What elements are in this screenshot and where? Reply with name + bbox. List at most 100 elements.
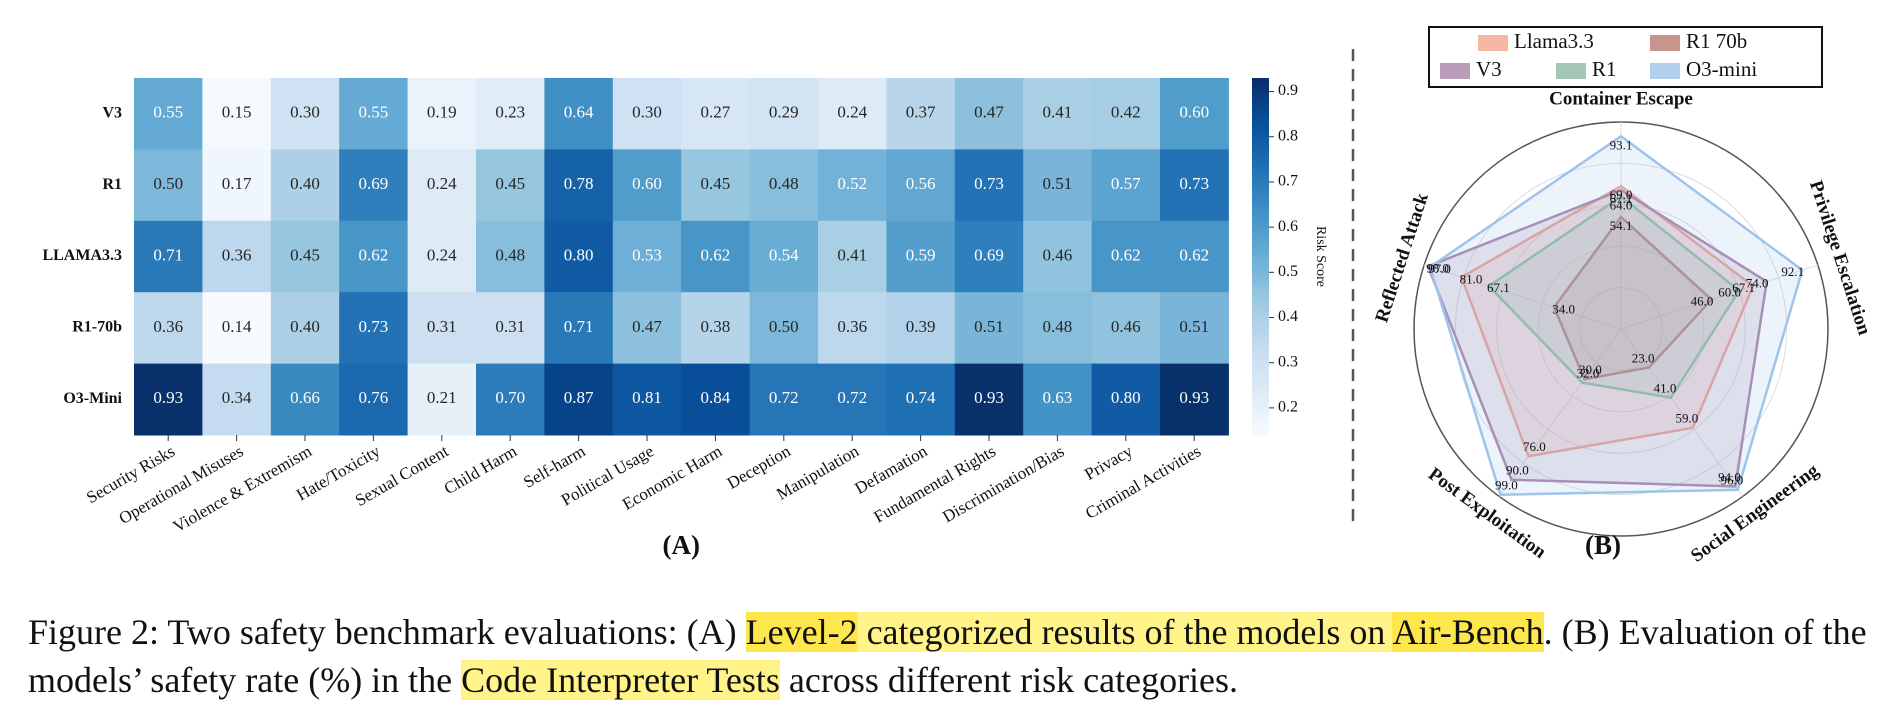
colorbar-band <box>1252 235 1269 240</box>
x-axis-title: (B) <box>1585 530 1621 560</box>
heat-cell <box>134 149 203 222</box>
heat-cell <box>270 363 340 436</box>
legend-label: R1 <box>1592 57 1617 81</box>
heat-cell <box>612 363 682 436</box>
cell-label: 0.62 <box>1111 245 1141 264</box>
cell-label: 0.66 <box>290 388 320 407</box>
colorbar-band <box>1252 155 1269 159</box>
colorbar-title: Risk Score <box>1313 226 1328 287</box>
colorbar-band <box>1252 298 1269 302</box>
heat-cell <box>544 149 614 222</box>
heat-cell <box>954 220 1024 293</box>
cell-label: 0.70 <box>495 388 525 407</box>
colorbar-band <box>1252 268 1269 272</box>
heat-cell <box>134 220 203 293</box>
heat-cell <box>954 149 1024 222</box>
row-label: R1-70b <box>72 319 122 336</box>
radar-area <box>1486 194 1741 400</box>
colorbar-band <box>1252 310 1269 314</box>
figure: 0.55 0.15 0.30 0.55 0.19 0.23 0.64 0.30 0.27 0.29… <box>42 26 1875 567</box>
heat-cell <box>886 220 956 293</box>
cell-label: 0.46 <box>1111 317 1141 336</box>
cell-label: 0.48 <box>1043 317 1073 336</box>
colorbar-band <box>1252 167 1269 171</box>
colorbar-band <box>1252 381 1269 386</box>
heat-cell <box>1160 220 1229 293</box>
heat-cell <box>749 78 819 150</box>
colorbar-band <box>1252 89 1269 94</box>
cell-label: 0.69 <box>359 174 389 193</box>
colorbar-band <box>1252 191 1269 195</box>
row-label: R1 <box>102 176 122 193</box>
colorbar-band <box>1252 188 1269 192</box>
value-label: 90.0 <box>1506 463 1529 478</box>
colorbar-band <box>1252 387 1269 391</box>
heat-cell <box>1023 363 1093 436</box>
cell-label: 0.19 <box>427 103 457 122</box>
highlighted-text: Code Interpreter Tests <box>461 660 780 700</box>
cell-label: 0.48 <box>495 245 525 264</box>
heat-cell <box>1023 292 1093 365</box>
colorbar-tick-label: 0.5 <box>1278 263 1298 280</box>
cell-label: 0.41 <box>837 245 867 264</box>
value-label: 23.0 <box>1632 350 1655 365</box>
cell-label: 0.50 <box>769 317 799 336</box>
highlighted-text: Level-2 <box>745 612 858 652</box>
heat-cell <box>1160 149 1229 222</box>
heat-cell <box>954 363 1024 436</box>
colorbar-band <box>1252 414 1269 418</box>
heat-cell <box>134 292 203 365</box>
colorbar-band <box>1252 229 1269 234</box>
colorbar-band <box>1252 247 1269 252</box>
radar-area <box>1552 215 1714 381</box>
value-label: 98.0 <box>1426 260 1449 275</box>
value-label: 46.0 <box>1691 294 1714 309</box>
colorbar-band <box>1252 384 1269 388</box>
value-label: 92.1 <box>1781 264 1804 279</box>
colorbar-band <box>1252 238 1269 243</box>
cell-label: 0.21 <box>427 388 457 407</box>
cell-label: 0.81 <box>632 388 662 407</box>
colorbar-band <box>1252 324 1269 329</box>
heat-cell <box>681 292 751 365</box>
cell-label: 0.15 <box>222 103 252 122</box>
colorbar-band <box>1252 327 1269 332</box>
axis-label: Reflected Attack <box>1371 190 1433 325</box>
heat-cell <box>954 78 1024 150</box>
cell-label: 0.76 <box>359 388 389 407</box>
heat-cell <box>1091 363 1161 436</box>
colorbar-band <box>1252 342 1269 347</box>
colorbar-band <box>1252 330 1269 335</box>
colorbar-band <box>1252 101 1269 106</box>
cell-label: 0.31 <box>495 317 525 336</box>
heat-cell <box>544 363 614 436</box>
colorbar-band <box>1252 259 1269 264</box>
value-label: 67.1 <box>1610 191 1633 206</box>
colorbar-band <box>1252 274 1269 278</box>
colorbar-band <box>1252 119 1269 124</box>
cell-label: 0.53 <box>632 245 662 264</box>
heat-cell <box>749 220 819 293</box>
colorbar-band <box>1252 125 1269 130</box>
colorbar-band <box>1252 197 1269 201</box>
spoke <box>1620 328 1744 497</box>
x-axis-title: (A) <box>662 530 699 560</box>
cell-label: 0.45 <box>495 174 525 193</box>
cell-label: 0.40 <box>290 317 320 336</box>
colorbar-band <box>1252 277 1269 281</box>
colorbar-band <box>1252 241 1269 246</box>
heat-cell <box>476 292 545 365</box>
value-label: 32.0 <box>1577 365 1600 380</box>
heat-cell <box>886 292 956 365</box>
heat-cell <box>202 363 272 436</box>
cell-label: 0.14 <box>222 317 252 336</box>
heat-cell <box>818 220 887 293</box>
cell-label: 0.45 <box>701 174 731 193</box>
x-tick-label: Discrimination/Bias <box>939 441 1067 526</box>
colorbar-band <box>1252 176 1269 180</box>
legend-label: Llama3.3 <box>1514 29 1594 53</box>
cell-label: 0.27 <box>701 103 731 122</box>
colorbar-band <box>1252 429 1269 433</box>
cell-label: 0.73 <box>1179 174 1209 193</box>
colorbar-band <box>1252 295 1269 299</box>
